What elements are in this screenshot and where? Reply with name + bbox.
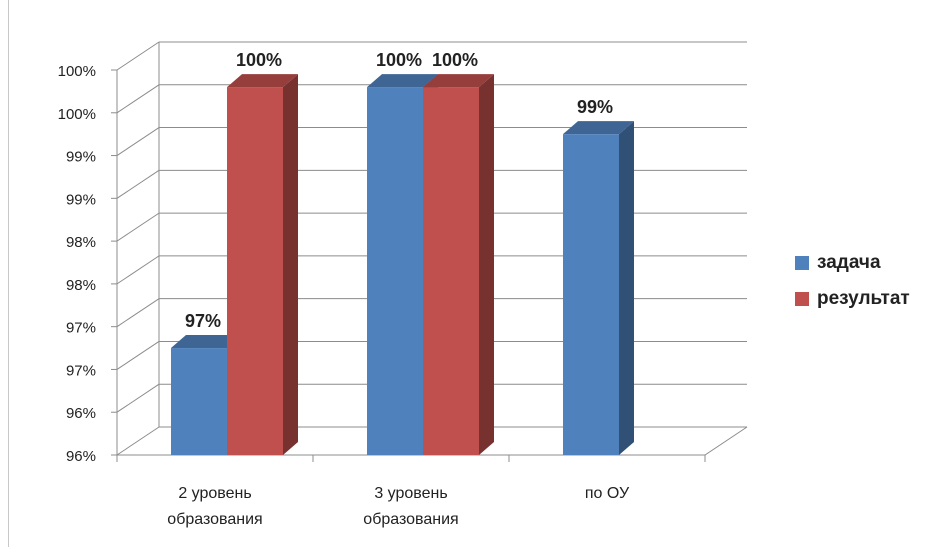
legend-swatch-result: [795, 292, 809, 306]
bar: [423, 74, 494, 455]
grid-depth-line: [116, 383, 160, 413]
bar-side: [479, 74, 494, 455]
y-tick-label: 99%: [66, 191, 96, 208]
category-label: 3 уровень: [374, 485, 447, 502]
y-tick-label: 99%: [66, 149, 96, 166]
legend-item-task: задача: [795, 245, 910, 281]
y-axis-tick-labels: 96% 96% 97% 97% 98% 98% 99% 99% 100% 100%: [58, 63, 96, 465]
bar-top: [367, 74, 438, 88]
legend-swatch-task: [795, 256, 809, 270]
data-label: 100%: [376, 50, 422, 70]
bar-top: [227, 74, 298, 88]
bar: [563, 121, 634, 456]
legend-item-result: результат: [795, 281, 910, 317]
bar-front: [563, 134, 619, 455]
y-tick-label: 98%: [66, 234, 96, 251]
grid-depth-line: [116, 84, 160, 114]
bar-side: [283, 74, 298, 455]
chart-frame-border: [8, 0, 9, 547]
y-tick-label: 97%: [66, 362, 96, 379]
data-label: 100%: [432, 50, 478, 70]
category-label: по ОУ: [585, 485, 630, 502]
grid-depth-line: [116, 212, 160, 242]
data-labels: 97% 100% 100% 100% 99%: [185, 50, 613, 331]
y-tick-label: 98%: [66, 277, 96, 294]
bar-top: [171, 335, 242, 349]
chart-bars: [171, 74, 634, 456]
bar-top: [423, 74, 494, 88]
data-label: 99%: [577, 97, 613, 117]
data-label: 97%: [185, 311, 221, 331]
bar: [227, 74, 298, 455]
bar-front: [423, 87, 479, 455]
bar-front: [227, 87, 283, 455]
bar-top: [563, 121, 634, 135]
category-label: образования: [167, 511, 262, 528]
grid-depth-line: [116, 127, 160, 156]
category-label: 2 уровень: [178, 485, 251, 502]
grid-depth-line: [116, 255, 160, 285]
category-label: образования: [363, 511, 458, 528]
grid-depth-line: [116, 341, 160, 370]
y-tick-label: 100%: [58, 63, 96, 80]
bar-front: [367, 87, 423, 455]
grid-depth-line: [116, 169, 160, 199]
x-axis-category-labels: 2 уровень образования 3 уровень образования…: [167, 485, 630, 528]
grid-depth-line: [116, 41, 160, 71]
y-tick-label: 100%: [58, 106, 96, 123]
y-tick-label: 96%: [66, 448, 96, 465]
legend-label-result: результат: [817, 288, 910, 309]
y-tick-label: 96%: [66, 405, 96, 422]
bar-side: [619, 121, 634, 456]
legend-label-task: задача: [817, 252, 881, 273]
grid-depth-line: [116, 298, 160, 328]
chart-legend: задача результат: [795, 245, 910, 317]
y-tick-label: 97%: [66, 320, 96, 337]
data-label: 100%: [236, 50, 282, 70]
bar-front: [171, 348, 227, 455]
grid-depth-line: [116, 426, 160, 456]
